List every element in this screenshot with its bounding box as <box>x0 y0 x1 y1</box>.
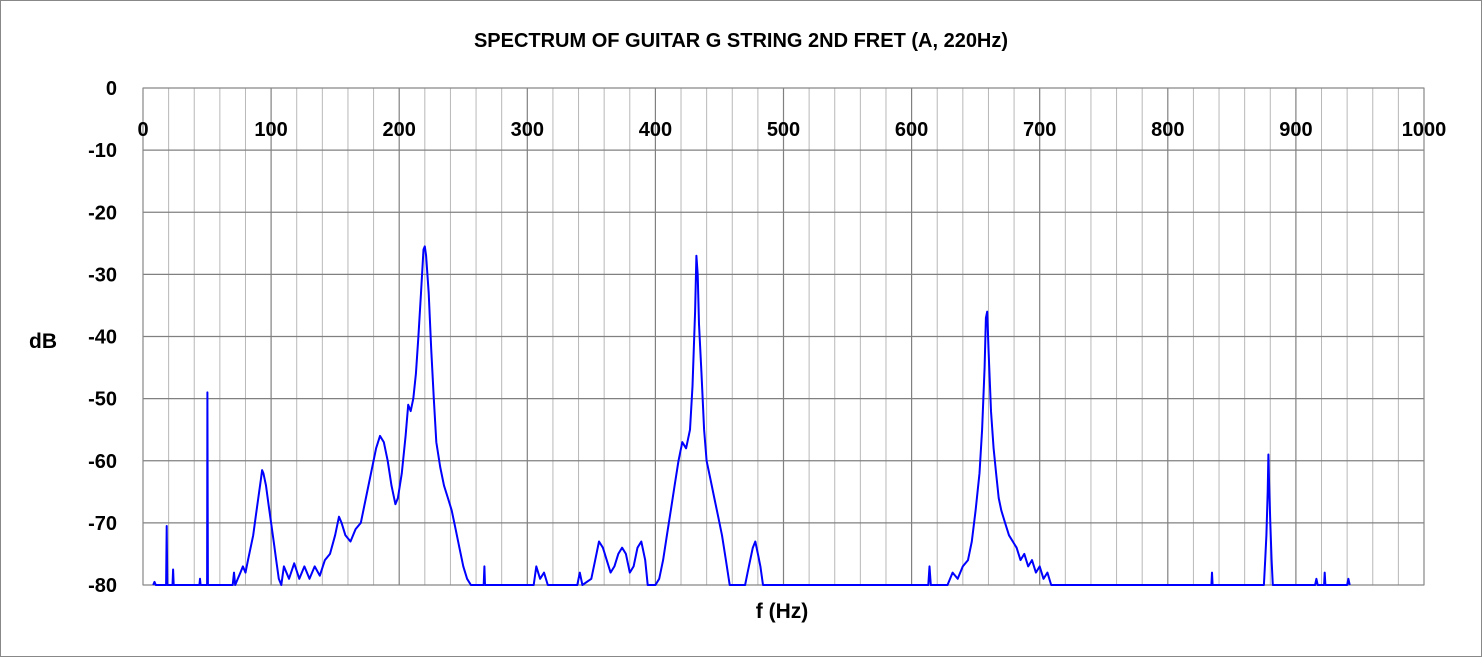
y-tick-label: -10 <box>88 140 117 162</box>
x-tick-label: 1000 <box>1402 119 1447 141</box>
x-tick-label: 300 <box>511 119 544 141</box>
x-tick-label: 100 <box>254 119 287 141</box>
y-tick-labels: 0 -10 -20 -30 -40 -50 -60 -70 -80 <box>88 78 117 597</box>
x-axis-label: f (Hz) <box>756 600 808 623</box>
chart-title: SPECTRUM OF GUITAR G STRING 2ND FRET (A,… <box>473 30 1009 52</box>
y-tick-label: -80 <box>88 575 117 597</box>
y-tick-label: -20 <box>88 202 117 224</box>
x-tick-labels: 0 100 200 300 400 500 600 700 800 900 1000 <box>137 119 1446 141</box>
y-tick-label: -50 <box>88 389 117 411</box>
x-tick-label: 700 <box>1023 119 1056 141</box>
x-tick-label: 600 <box>895 119 928 141</box>
x-tick-label: 800 <box>1151 119 1184 141</box>
y-axis-label: dB <box>29 330 57 353</box>
y-tick-label: -30 <box>88 264 117 286</box>
y-tick-label: -60 <box>88 451 117 473</box>
x-tick-label: 200 <box>383 119 416 141</box>
major-gridlines <box>142 87 1425 586</box>
x-tick-label: 500 <box>767 119 800 141</box>
x-tick-label: 400 <box>639 119 672 141</box>
x-tick-label: 900 <box>1279 119 1312 141</box>
series-layer <box>152 245 1351 586</box>
y-tick-label: -70 <box>88 513 117 535</box>
y-tick-label: 0 <box>106 78 117 100</box>
x-tick-label: 0 <box>137 119 148 141</box>
y-tick-label: -40 <box>88 327 117 349</box>
series-line-0 <box>152 245 1351 586</box>
